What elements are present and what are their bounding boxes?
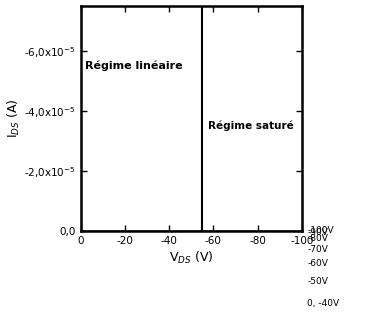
Text: -90V: -90V xyxy=(307,228,328,238)
Y-axis label: I$_{DS}$ (A): I$_{DS}$ (A) xyxy=(5,98,22,138)
Text: 0, -40V: 0, -40V xyxy=(307,299,339,308)
Text: -50V: -50V xyxy=(307,277,328,286)
X-axis label: V$_{DS}$ (V): V$_{DS}$ (V) xyxy=(169,250,214,266)
Text: -70V: -70V xyxy=(307,245,328,254)
Text: Régime linéaire: Régime linéaire xyxy=(85,60,183,71)
Text: Régime saturé: Régime saturé xyxy=(208,120,294,131)
Text: -60V: -60V xyxy=(307,259,328,268)
Text: -100V: -100V xyxy=(307,226,334,235)
Text: -80V: -80V xyxy=(307,234,328,243)
